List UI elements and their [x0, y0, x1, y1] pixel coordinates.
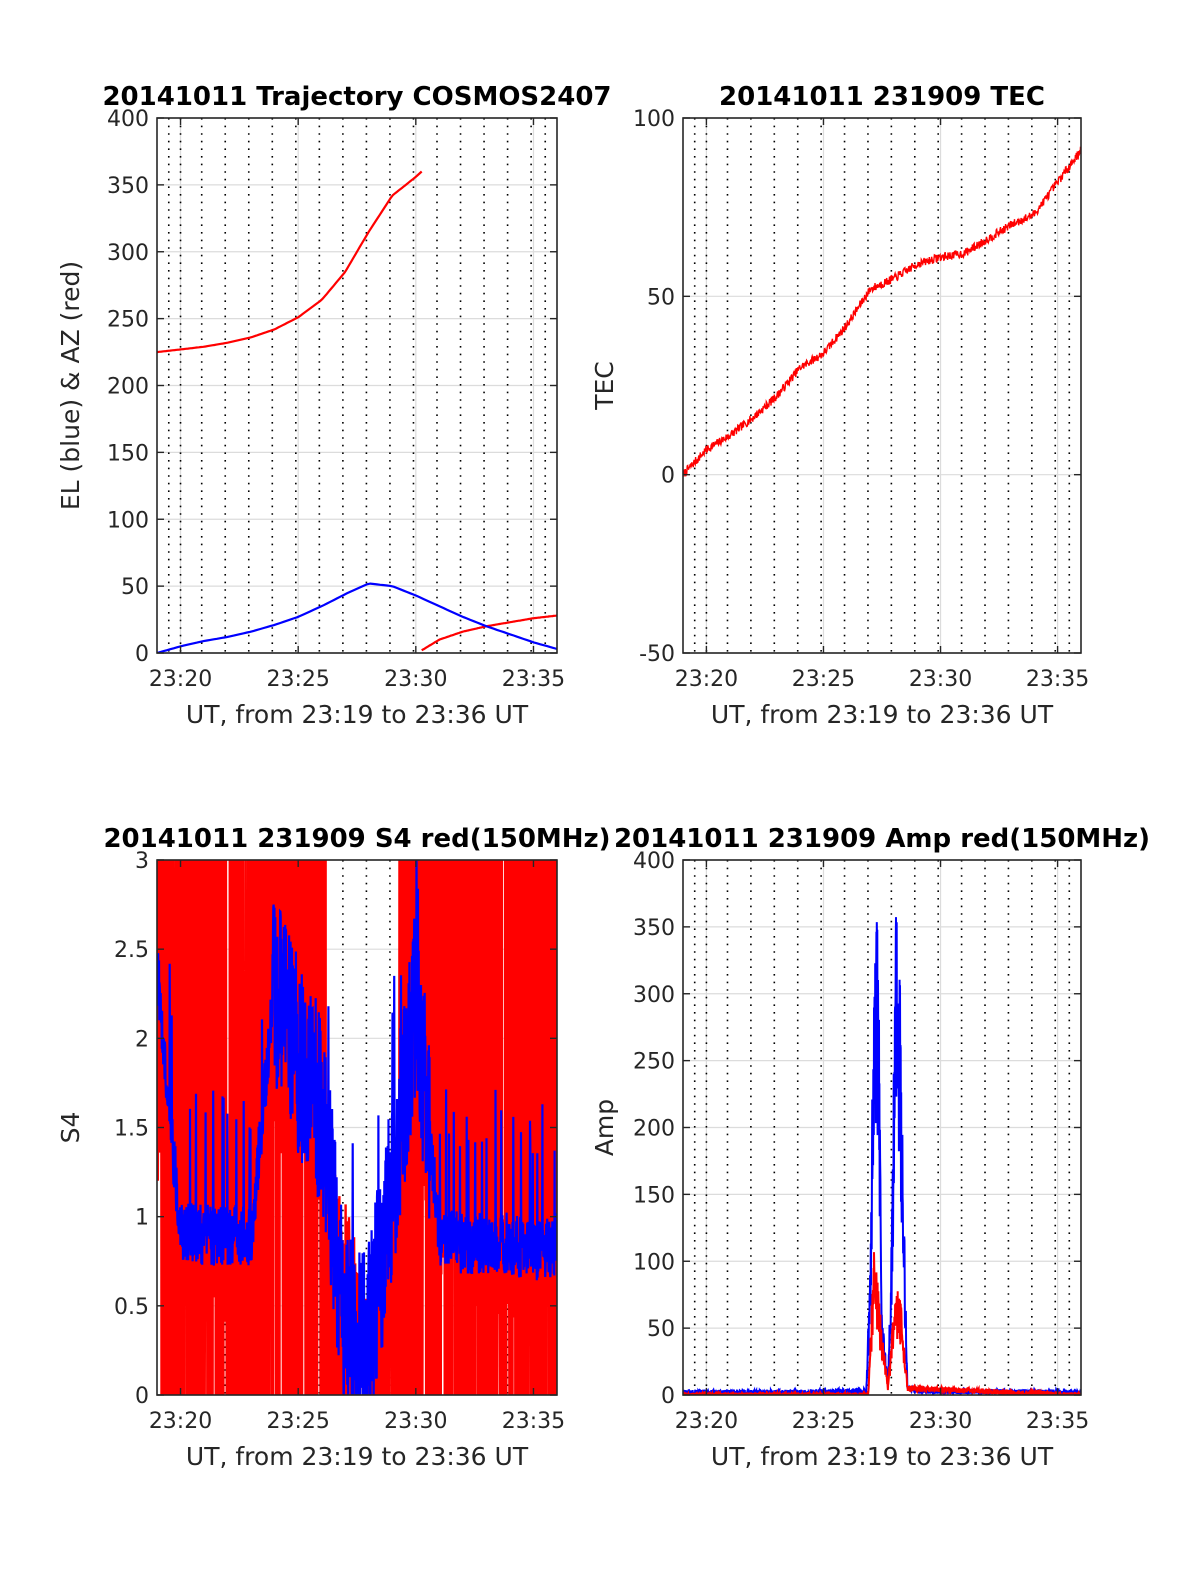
- y-tick-label: 3: [135, 849, 149, 874]
- x-axis-label: UT, from 23:19 to 23:36 UT: [186, 700, 529, 729]
- y-tick-label: -50: [639, 642, 675, 667]
- x-tick-label: 23:35: [1026, 1409, 1089, 1434]
- x-tick-label: 23:20: [675, 1409, 738, 1434]
- x-axis-label: UT, from 23:19 to 23:36 UT: [711, 700, 1054, 729]
- panel-s4: 0 0.5 1 1.5 2 2.5 3 23:20 23:25 23:30 23:35 2014101…: [56, 824, 611, 1471]
- y-tick-label: 300: [107, 241, 149, 266]
- y-tick-label: 350: [633, 916, 675, 941]
- y-tick-label: 100: [107, 508, 149, 533]
- y-tick-label: 100: [633, 107, 675, 132]
- series-line: [683, 146, 1081, 477]
- axes-box: [682, 117, 1082, 654]
- y-tick-label: 300: [633, 983, 675, 1008]
- series-line: [157, 860, 557, 1395]
- x-axis-label: UT, from 23:19 to 23:36 UT: [711, 1442, 1054, 1471]
- y-tick-label: 0: [661, 464, 675, 489]
- x-tick-label: 23:25: [792, 1409, 855, 1434]
- x-tick-label: 23:30: [909, 667, 972, 692]
- y-tick-label: 0: [135, 642, 149, 667]
- chart-title: 20141011 Trajectory COSMOS2407: [102, 82, 611, 112]
- y-tick-label: 0: [661, 1384, 675, 1409]
- series-line: [157, 170, 423, 354]
- y-tick-label: 1: [135, 1206, 149, 1231]
- x-tick-label: 23:35: [1026, 667, 1089, 692]
- y-tick-label: 50: [647, 1317, 675, 1342]
- x-tick-label: 23:20: [149, 667, 212, 692]
- x-tick-label: 23:20: [675, 667, 738, 692]
- chart-title: 20141011 231909 TEC: [719, 82, 1045, 112]
- y-tick-label: 200: [633, 1117, 675, 1142]
- x-tick-label: 23:25: [266, 1409, 329, 1434]
- panel-amp: 0 50 100 150 200 250 300 350 400 23:20 23:25 23:30 2…: [590, 824, 1150, 1471]
- y-tick-label: 50: [647, 285, 675, 310]
- y-tick-label: 400: [107, 107, 149, 132]
- y-tick-label: 0: [135, 1384, 149, 1409]
- y-tick-label: 400: [633, 849, 675, 874]
- y-tick-label: 350: [107, 174, 149, 199]
- x-tick-label: 23:30: [384, 667, 447, 692]
- panel-trajectory: 0 50 100 150 200 250 300 350 400 23:20 23:25 23:30 2…: [56, 82, 612, 729]
- y-tick-label: 2.5: [114, 938, 149, 963]
- series-line: [421, 614, 557, 652]
- y-tick-label: 1.5: [114, 1117, 149, 1142]
- y-tick-label: 250: [107, 308, 149, 333]
- y-tick-label: 250: [633, 1050, 675, 1075]
- x-tick-label: 23:30: [384, 1409, 447, 1434]
- series-line: [157, 860, 557, 1395]
- x-tick-label: 23:20: [149, 1409, 212, 1434]
- x-tick-label: 23:35: [502, 667, 565, 692]
- y-tick-label: 200: [107, 375, 149, 400]
- chart-title: 20141011 231909 Amp red(150MHz): [614, 824, 1150, 854]
- series-line: [683, 917, 1081, 1395]
- panel-tec: -50 0 50 100 23:20 23:25 23:30 23:35 20141011 23…: [590, 82, 1089, 729]
- x-tick-label: 23:25: [266, 667, 329, 692]
- y-axis-label: S4: [56, 1112, 85, 1144]
- y-tick-label: 0.5: [114, 1295, 149, 1320]
- y-axis-label: TEC: [590, 361, 619, 411]
- x-tick-label: 23:35: [502, 1409, 565, 1434]
- y-tick-label: 2: [135, 1027, 149, 1052]
- y-tick-label: 100: [633, 1250, 675, 1275]
- x-axis-label: UT, from 23:19 to 23:36 UT: [186, 1442, 529, 1471]
- x-tick-label: 23:30: [909, 1409, 972, 1434]
- y-axis-label: EL (blue) & AZ (red): [56, 261, 85, 510]
- y-tick-label: 50: [121, 575, 149, 600]
- y-axis-label: Amp: [590, 1099, 619, 1156]
- series-line: [157, 582, 557, 653]
- y-tick-label: 150: [107, 441, 149, 466]
- chart-title: 20141011 231909 S4 red(150MHz): [103, 824, 610, 854]
- x-tick-label: 23:25: [792, 667, 855, 692]
- y-tick-label: 150: [633, 1183, 675, 1208]
